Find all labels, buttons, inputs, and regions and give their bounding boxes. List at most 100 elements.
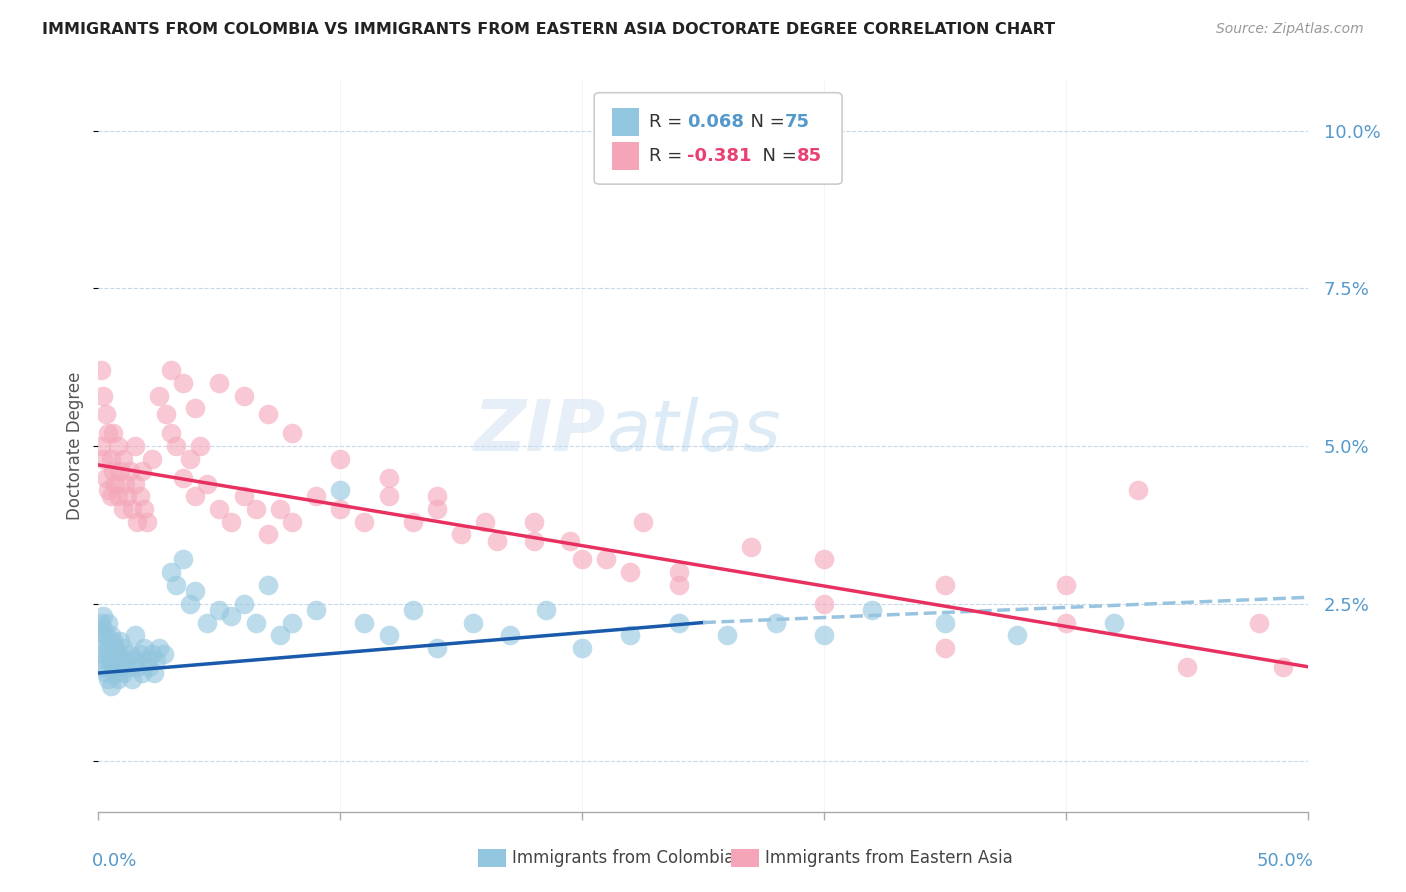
Point (1007, 628, 1029, 642)
Point (1249, 615, 1271, 630)
Point (765, 615, 787, 630)
Point (101, 634, 124, 648)
Point (152, 647, 174, 661)
Text: ZIP: ZIP (474, 397, 606, 466)
Point (232, 490, 254, 504)
Point (463, 615, 485, 630)
Point (90, 439, 112, 453)
Point (94, 665, 117, 680)
Point (184, 584, 207, 599)
Point (97, 483, 120, 497)
Point (195, 476, 218, 491)
Point (118, 647, 141, 661)
Point (329, 451, 352, 466)
Point (188, 439, 211, 453)
Point (117, 659, 139, 673)
Point (245, 615, 267, 630)
Point (160, 565, 183, 579)
Point (595, 552, 617, 566)
Point (127, 659, 149, 673)
Point (107, 647, 129, 661)
Point (740, 540, 762, 554)
Point (97, 673, 120, 687)
Point (305, 490, 328, 504)
Point (91, 659, 114, 673)
Point (221, 515, 243, 529)
Point (558, 533, 581, 548)
Point (101, 426, 124, 441)
FancyBboxPatch shape (595, 93, 842, 184)
Point (145, 653, 167, 667)
Point (143, 665, 166, 680)
Point (534, 603, 557, 617)
Point (94, 628, 117, 642)
Point (107, 673, 129, 687)
Point (131, 464, 153, 478)
Point (90, 640, 112, 655)
Point (101, 659, 124, 673)
Point (716, 628, 738, 642)
Point (934, 640, 956, 655)
Point (160, 426, 183, 441)
Text: R =: R = (648, 147, 688, 165)
Point (128, 490, 150, 504)
Y-axis label: Doctorate Degree: Doctorate Degree (66, 372, 84, 520)
Point (1102, 615, 1125, 630)
Point (134, 640, 156, 655)
Point (91, 388, 114, 402)
Point (90, 628, 112, 642)
Point (121, 502, 143, 516)
Point (426, 502, 449, 516)
Point (117, 490, 139, 504)
Text: -0.381: -0.381 (688, 147, 752, 165)
Point (1272, 659, 1295, 673)
Point (208, 502, 231, 516)
Point (121, 673, 143, 687)
Point (107, 490, 129, 504)
Point (94, 470, 117, 484)
Point (97, 426, 120, 441)
Point (232, 388, 254, 402)
Point (269, 628, 291, 642)
Point (813, 628, 835, 642)
Point (97, 615, 120, 630)
Point (256, 408, 278, 422)
Point (111, 502, 134, 516)
Point (329, 502, 352, 516)
FancyBboxPatch shape (613, 108, 638, 136)
Point (104, 640, 127, 655)
Point (208, 603, 231, 617)
Point (90, 615, 112, 630)
Point (179, 597, 201, 611)
Point (256, 578, 278, 592)
Text: R =: R = (648, 113, 688, 131)
Point (269, 502, 291, 516)
Point (402, 603, 425, 617)
Text: 50.0%: 50.0% (1257, 852, 1313, 870)
Text: atlas: atlas (606, 397, 780, 466)
Point (1175, 659, 1198, 673)
Point (450, 527, 472, 541)
Point (426, 640, 449, 655)
Point (305, 603, 328, 617)
Point (668, 565, 690, 579)
Point (91, 451, 114, 466)
Text: Source: ZipAtlas.com: Source: ZipAtlas.com (1216, 22, 1364, 37)
Point (138, 659, 160, 673)
Text: 85: 85 (797, 147, 823, 165)
Text: IMMIGRANTS FROM COLOMBIA VS IMMIGRANTS FROM EASTERN ASIA DOCTORATE DEGREE CORREL: IMMIGRANTS FROM COLOMBIA VS IMMIGRANTS F… (42, 22, 1056, 37)
Point (668, 615, 690, 630)
Text: Immigrants from Eastern Asia: Immigrants from Eastern Asia (765, 849, 1012, 867)
Point (498, 628, 520, 642)
Point (165, 439, 187, 453)
Point (245, 502, 267, 516)
Point (523, 515, 546, 529)
Point (155, 408, 177, 422)
Point (934, 578, 956, 592)
Point (1128, 483, 1150, 497)
Point (100, 490, 122, 504)
Point (860, 603, 883, 617)
Point (195, 615, 218, 630)
Point (486, 533, 509, 548)
Point (813, 552, 835, 566)
